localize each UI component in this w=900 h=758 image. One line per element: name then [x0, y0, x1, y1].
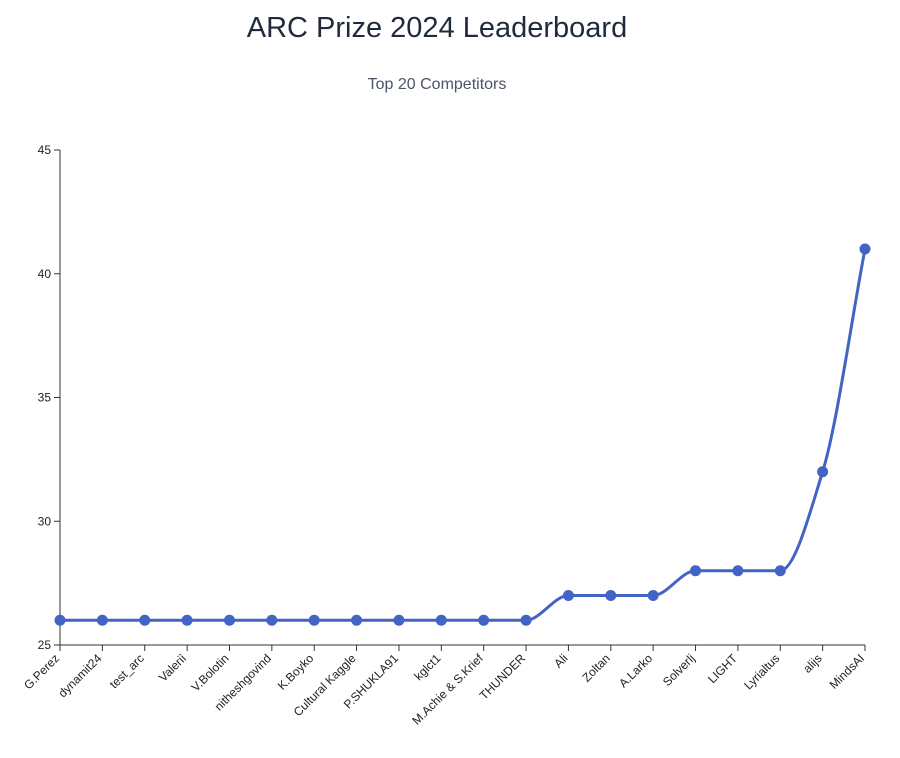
x-tick-label: Zoltan [579, 651, 612, 684]
data-point[interactable] [223, 614, 235, 626]
data-point[interactable] [732, 565, 744, 577]
x-tick-label: dynamit24 [55, 651, 104, 700]
data-point[interactable] [520, 614, 532, 626]
data-point[interactable] [54, 614, 66, 626]
data-point[interactable] [351, 614, 363, 626]
x-tick-label: M.Achie & S.Krief [409, 651, 486, 728]
y-tick-label: 45 [38, 143, 52, 157]
chart-title: ARC Prize 2024 Leaderboard [246, 12, 628, 44]
data-point[interactable] [478, 614, 490, 626]
x-tick-label: Lyrialtus [741, 651, 782, 692]
data-point[interactable] [308, 614, 320, 626]
x-tick-label: THUNDER [477, 651, 529, 703]
data-point[interactable] [562, 590, 574, 601]
x-tick-label: A.Larko [616, 651, 655, 690]
x-tick-label: K.Boyko [275, 651, 317, 693]
y-tick-label: 30 [38, 514, 52, 528]
data-point[interactable] [605, 590, 617, 601]
x-tick-label: Solverlj [660, 651, 698, 689]
y-tick-label: 35 [38, 391, 52, 405]
x-tick-label: alijs [800, 651, 825, 676]
x-tick-label: Ali [551, 651, 570, 670]
data-point[interactable] [859, 243, 871, 255]
data-point[interactable] [393, 614, 405, 626]
data-point[interactable] [690, 565, 702, 577]
x-tick-label: test_arc [107, 651, 147, 691]
data-point[interactable] [647, 590, 659, 601]
x-tick-label: V.Bolotin [189, 651, 232, 694]
series-layer [54, 243, 871, 626]
x-tick-label: G.Perez [21, 651, 62, 692]
y-axis: 25 30 35 40 45 [38, 143, 61, 652]
y-tick-label: 25 [38, 638, 52, 652]
data-point[interactable] [181, 614, 193, 626]
y-tick-label: 40 [38, 267, 52, 281]
data-point[interactable] [774, 565, 786, 577]
chart-subtitle: Top 20 Competitors [367, 76, 507, 93]
data-point[interactable] [817, 466, 829, 478]
data-point[interactable] [139, 614, 151, 626]
data-point[interactable] [96, 614, 108, 626]
x-tick-label: MindsAI [827, 651, 868, 692]
series-line [60, 248, 867, 622]
x-tick-label: LIGHT [705, 651, 740, 686]
x-tick-label: kglct1 [411, 651, 443, 683]
data-point[interactable] [266, 614, 278, 626]
data-point[interactable] [435, 614, 447, 626]
x-tick-label: Valeriì [156, 651, 189, 684]
